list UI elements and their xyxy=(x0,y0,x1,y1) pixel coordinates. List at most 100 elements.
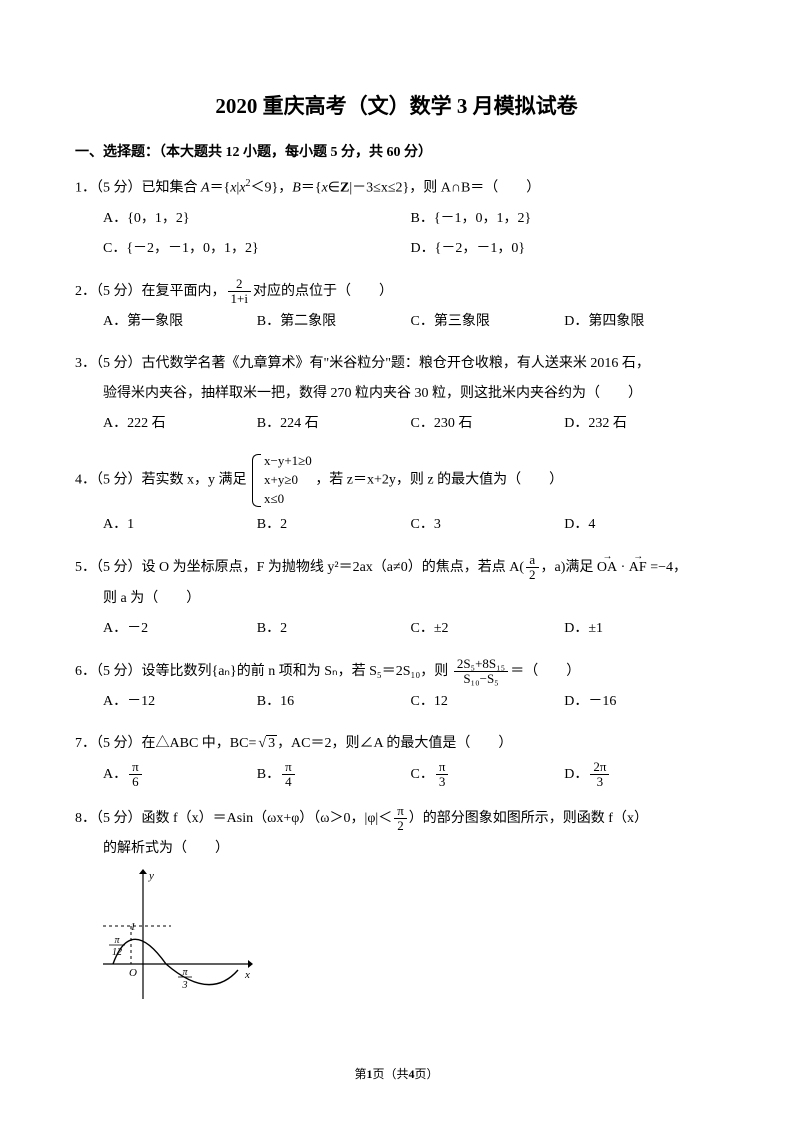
q5-optC: C．±2 xyxy=(411,615,565,643)
q1-optB: B．{－1，0，1，2} xyxy=(411,205,719,233)
question-6: 6．（5 分）设等比数列{aₙ}的前 n 项和为 Sₙ，若 S₅＝2S₁₀，则 … xyxy=(75,657,718,717)
q8-num: π xyxy=(394,804,407,819)
q7-optD: D．2π3 xyxy=(564,760,718,790)
footer-post: 页） xyxy=(415,1067,439,1081)
q4-c2: x+y≥0 xyxy=(264,471,312,490)
q7-text: 7．（5 分）在△ABC 中，BC=3，AC＝2，则∠A 的最大值是（ ） xyxy=(75,730,718,758)
q7-pre: 7．（5 分）在△ABC 中， xyxy=(75,736,230,751)
q4-optA: A．1 xyxy=(103,511,257,539)
q7-optB-den: 4 xyxy=(282,775,295,789)
q5-ptA-num: a xyxy=(526,553,539,568)
q5-options: A．－2 B．2 C．±2 D．±1 xyxy=(75,615,718,643)
page-footer: 第1页（共4页） xyxy=(0,1065,793,1084)
q4-optD: D．4 xyxy=(564,511,718,539)
question-2: 2．（5 分）在复平面内，21+i对应的点位于（ ） A．第一象限 B．第二象限… xyxy=(75,277,718,337)
q6-optA: A．－12 xyxy=(103,688,257,716)
q7-optC-num: π xyxy=(436,760,449,775)
q4-constraints: x−y+1≥0 x+y≥0 x≤0 xyxy=(250,452,312,509)
q6-fraction: 2S₅+8S₁₅S₁₀−S₅ xyxy=(454,657,508,687)
q4-c1: x−y+1≥0 xyxy=(264,452,312,471)
q2-fraction: 21+i xyxy=(228,277,251,307)
q4-text: 4．（5 分）若实数 x，y 满足 x−y+1≥0 x+y≥0 x≤0 ，若 z… xyxy=(75,452,718,509)
q8-graph-svg: yxO1π12π3 xyxy=(103,869,253,999)
q2-options: A．第一象限 B．第二象限 C．第三象限 D．第四象限 xyxy=(75,308,718,336)
q1-text: 1．（5 分）已知集合 A＝{x|x2＜9}，B＝{x∈Z|－3≤x≤2}，则 … xyxy=(75,174,718,203)
q5-ptA-den: 2 xyxy=(526,568,539,582)
q8-text: 8．（5 分）函数 f（x）＝Asin（ωx+φ）（ω＞0，|φ|＜π2）的部分… xyxy=(75,804,718,834)
q4-options: A．1 B．2 C．3 D．4 xyxy=(75,511,718,539)
q5-ptA-post: ，a) xyxy=(541,560,566,575)
svg-text:O: O xyxy=(129,967,137,979)
section-1-heading: 一、选择题：（本大题共 12 小题，每小题 5 分，共 60 分） xyxy=(75,142,718,164)
q6-optB: B．16 xyxy=(257,688,411,716)
question-1: 1．（5 分）已知集合 A＝{x|x2＜9}，B＝{x∈Z|－3≤x≤2}，则 … xyxy=(75,174,718,263)
q6-num: 2S₅+8S₁₅ xyxy=(454,657,508,672)
question-5: 5．（5 分）设 O 为坐标原点，F 为抛物线 y²＝2ax（a≠0）的焦点，若… xyxy=(75,553,718,643)
q7-bceq: BC= xyxy=(230,736,257,751)
q7-optB-pre: B． xyxy=(257,767,280,782)
q3-optD: D．232 石 xyxy=(564,410,718,438)
q2-text: 2．（5 分）在复平面内，21+i对应的点位于（ ） xyxy=(75,277,718,307)
q8-post: ）的部分图象如图所示，则函数 f（x） xyxy=(409,811,648,826)
q1-setZ: Z xyxy=(340,181,349,196)
q2-pre: 2．（5 分）在复平面内， xyxy=(75,284,226,299)
q5-pre: 5．（5 分）设 O 为坐标原点，F 为抛物线 y²＝2ax（a≠0）的焦点，若… xyxy=(75,560,509,575)
q2-optA: A．第一象限 xyxy=(103,308,257,336)
q6-post: ＝（ ） xyxy=(510,664,580,679)
q2-optC: C．第三象限 xyxy=(411,308,565,336)
question-7: 7．（5 分）在△ABC 中，BC=3，AC＝2，则∠A 的最大值是（ ） A．… xyxy=(75,730,718,790)
q7-optB: B．π4 xyxy=(257,760,411,790)
q6-optD: D．－16 xyxy=(564,688,718,716)
q5-ptA-pre: A( xyxy=(509,560,524,575)
q7-optD-frac: 2π3 xyxy=(590,760,609,790)
q8-lt: ＜ xyxy=(378,811,392,826)
q6-optC: C．12 xyxy=(411,688,565,716)
q5-optB: B．2 xyxy=(257,615,411,643)
q5-dot: · xyxy=(621,560,626,575)
footer-pre: 第 xyxy=(354,1067,366,1081)
q2-den: 1+i xyxy=(228,292,251,306)
q8-frac: π2 xyxy=(394,804,407,834)
q7-optD-pre: D． xyxy=(564,767,588,782)
q4-c3: x≤0 xyxy=(264,490,312,509)
svg-text:x: x xyxy=(244,969,250,981)
question-3: 3．（5 分）古代数学名著《九章算术》有"米谷粒分"题：粮仓开仓收粮，有人送来米… xyxy=(75,350,718,438)
q7-optA-den: 6 xyxy=(129,775,142,789)
svg-text:1: 1 xyxy=(130,921,136,933)
q5-optD: D．±1 xyxy=(564,615,718,643)
svg-text:π: π xyxy=(182,967,188,978)
q7-optC: C．π3 xyxy=(411,760,565,790)
q4-pre: 4．（5 分）若实数 x，y 满足 xyxy=(75,473,247,488)
q7-options: A．π6 B．π4 C．π3 D．2π3 xyxy=(75,760,718,790)
q6-pre: 6．（5 分）设等比数列{aₙ}的前 n 项和为 Sₙ，若 S₅＝2S₁₀，则 xyxy=(75,664,452,679)
q8-den: 2 xyxy=(394,819,407,833)
footer-mid: 页（共 xyxy=(372,1067,408,1081)
q3-optC: C．230 石 xyxy=(411,410,565,438)
q4-optB: B．2 xyxy=(257,511,411,539)
q6-text: 6．（5 分）设等比数列{aₙ}的前 n 项和为 Sₙ，若 S₅＝2S₁₀，则 … xyxy=(75,657,718,687)
q8-line2: 的解析式为（ ） xyxy=(75,835,718,863)
q7-sqrt: 3 xyxy=(256,730,277,758)
q7-optA-pre: A． xyxy=(103,767,127,782)
svg-text:3: 3 xyxy=(182,980,188,991)
q3-optA: A．222 石 xyxy=(103,410,257,438)
q5-vec-OA: OA xyxy=(597,554,617,582)
q1-options: A．{0，1，2} B．{－1，0，1，2} C．{－2，－1，0，1，2} D… xyxy=(75,205,718,263)
q7-optD-den: 3 xyxy=(590,775,609,789)
question-4: 4．（5 分）若实数 x，y 满足 x−y+1≥0 x+y≥0 x≤0 ，若 z… xyxy=(75,452,718,539)
q2-optB: B．第二象限 xyxy=(257,308,411,336)
q7-optB-frac: π4 xyxy=(282,760,295,790)
q2-optD: D．第四象限 xyxy=(564,308,718,336)
q6-options: A．－12 B．16 C．12 D．－16 xyxy=(75,688,718,716)
q3-optB: B．224 石 xyxy=(257,410,411,438)
q1-optA: A．{0，1，2} xyxy=(103,205,411,233)
q2-post: 对应的点位于（ ） xyxy=(253,284,393,299)
q8-pre: 8．（5 分）函数 f（x）＝Asin（ωx+φ）（ω＞0， xyxy=(75,811,365,826)
svg-text:12: 12 xyxy=(112,947,122,958)
q7-mid: ，AC＝2，则∠A 的最大值是（ ） xyxy=(277,736,512,751)
q7-optA: A．π6 xyxy=(103,760,257,790)
q1-optD: D．{－2，－1，0} xyxy=(411,235,719,263)
question-8: 8．（5 分）函数 f（x）＝Asin（ωx+φ）（ω＞0，|φ|＜π2）的部分… xyxy=(75,804,718,1011)
q8-graph: yxO1π12π3 xyxy=(103,869,718,1010)
q5-ptA-frac: a2 xyxy=(526,553,539,583)
